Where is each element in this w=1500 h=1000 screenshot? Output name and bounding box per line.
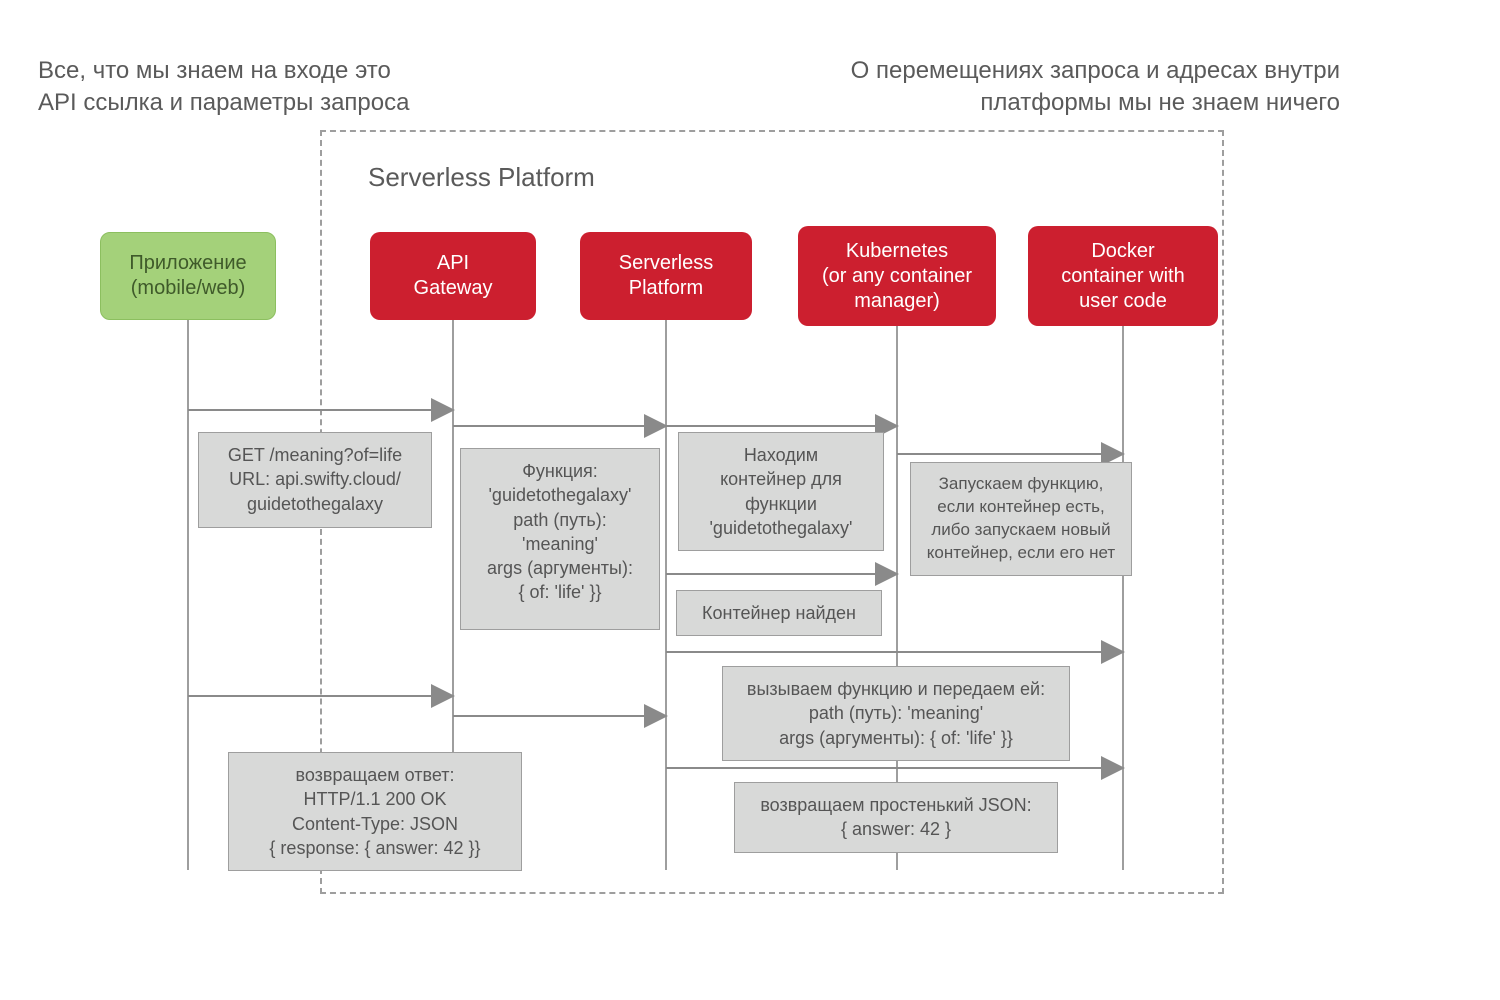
platform-title: Serverless Platform	[368, 162, 595, 193]
message-m6: вызываем функцию и передаем ей:path (пут…	[722, 666, 1070, 761]
lifeline-app	[187, 320, 189, 870]
actor-api: APIGateway	[370, 232, 536, 320]
actor-sp: ServerlessPlatform	[580, 232, 752, 320]
message-m2: Функция:'guidetothegalaxy'path (путь):'m…	[460, 448, 660, 630]
message-m8: возвращаем ответ:HTTP/1.1 200 OKContent-…	[228, 752, 522, 871]
caption-right: О перемещениях запроса и адресах внутрип…	[851, 55, 1340, 120]
message-m3: Находимконтейнер дляфункции'guidetothega…	[678, 432, 884, 551]
message-m7: возвращаем простенький JSON:{ answer: 42…	[734, 782, 1058, 853]
actor-docker: Dockercontainer withuser code	[1028, 226, 1218, 326]
message-m1: GET /meaning?of=lifeURL: api.swifty.clou…	[198, 432, 432, 528]
actor-k8s: Kubernetes(or any containermanager)	[798, 226, 996, 326]
lifeline-docker	[1122, 326, 1124, 870]
message-m5: Контейнер найден	[676, 590, 882, 636]
caption-left: Все, что мы знаем на входе этоAPI ссылка…	[38, 55, 409, 120]
lifeline-sp	[665, 320, 667, 870]
actor-app: Приложение(mobile/web)	[100, 232, 276, 320]
message-m4: Запускаем функцию,если контейнер есть,ли…	[910, 462, 1132, 576]
